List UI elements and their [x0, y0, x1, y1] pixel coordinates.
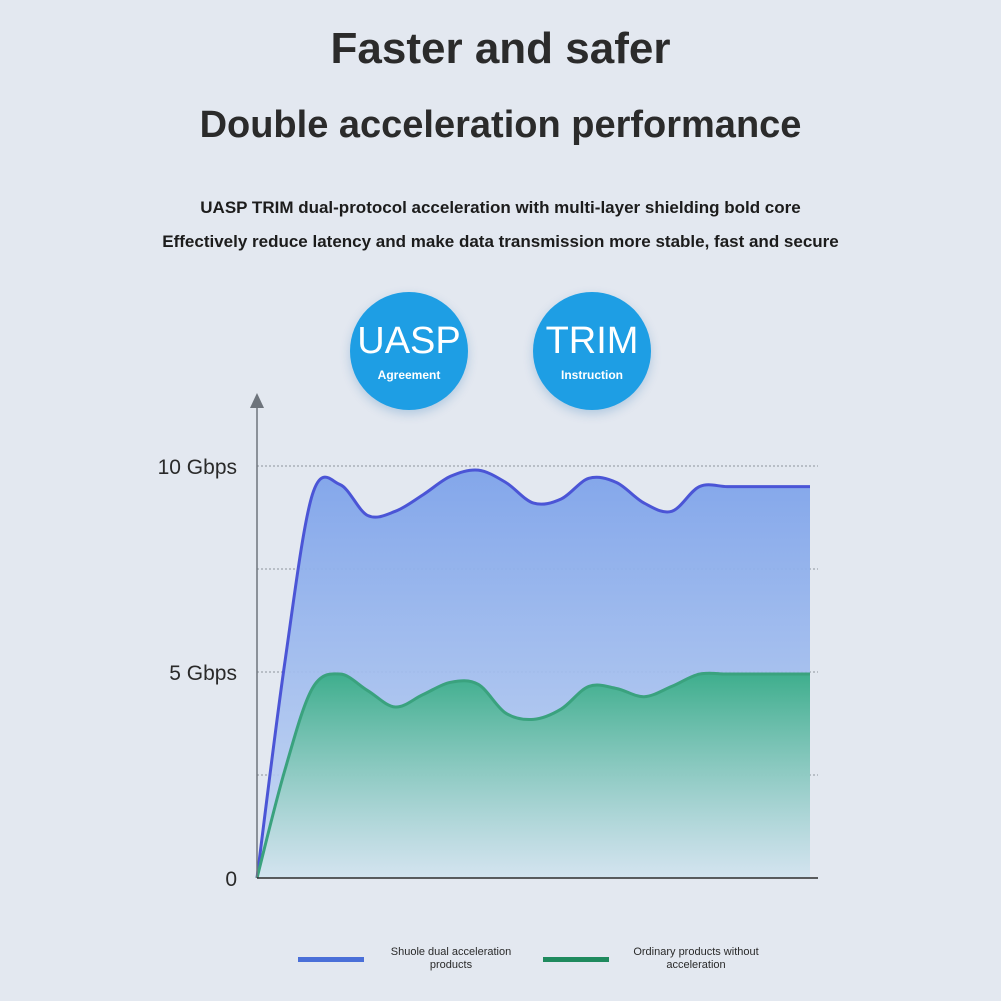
- trim-badge: TRIM Instruction: [533, 292, 651, 410]
- description-line-2: Effectively reduce latency and make data…: [162, 232, 839, 251]
- uasp-badge-caption: Agreement: [377, 368, 441, 382]
- y-tick-label: 10 Gbps: [158, 456, 237, 479]
- legend-label-shuole: Shuole dual acceleration products: [390, 946, 512, 971]
- trim-badge-title: TRIM: [545, 320, 639, 362]
- legend-label-ordinary: Ordinary products without acceleration: [633, 946, 759, 971]
- series-line-1: [255, 671, 810, 879]
- legend-item-shuole: Shuole dual acceleration products: [298, 946, 526, 972]
- series-area-1: [257, 673, 810, 878]
- page-subtitle: Double acceleration performance: [199, 104, 802, 146]
- legend-swatch-shuole: [298, 956, 364, 962]
- y-axis-arrow: [250, 393, 264, 408]
- y-tick-label: 0: [225, 868, 237, 891]
- tick-labels: 0 5 Gbps 10 Gbps: [158, 456, 237, 891]
- legend-swatch-ordinary: [543, 956, 609, 962]
- page-title: Faster and safer: [330, 24, 671, 73]
- description-line-1: UASP TRIM dual-protocol acceleration wit…: [200, 198, 801, 217]
- series-areas: [255, 468, 810, 879]
- legend-item-ordinary: Ordinary products without acceleration: [543, 946, 771, 972]
- axes: [250, 393, 818, 879]
- trim-badge-caption: Instruction: [561, 368, 623, 382]
- series-line-0: [255, 468, 810, 879]
- uasp-badge: UASP Agreement: [350, 292, 468, 410]
- y-tick-label: 5 Gbps: [169, 662, 237, 685]
- uasp-badge-title: UASP: [357, 320, 461, 362]
